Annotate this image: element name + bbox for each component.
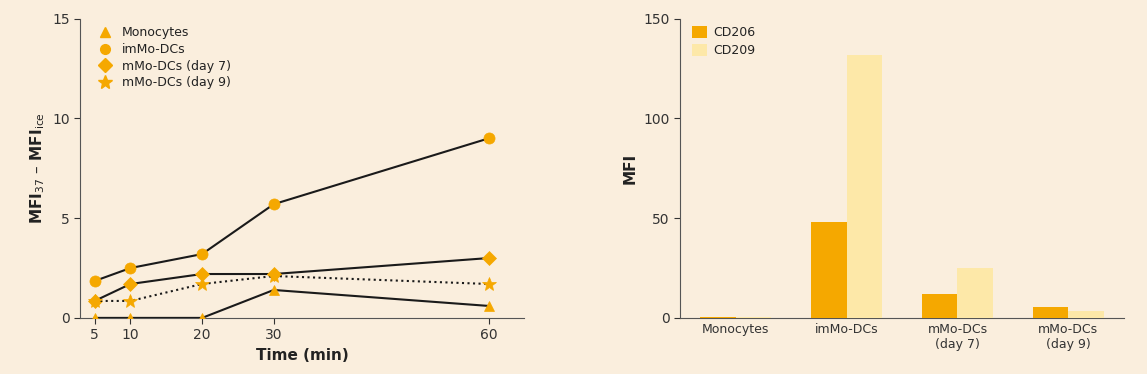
Bar [700, 317, 735, 318]
Bar [922, 294, 958, 318]
Legend: CD206, CD209: CD206, CD209 [690, 25, 757, 58]
Bar [1033, 307, 1068, 318]
Y-axis label: MFI$_{37}$ – MFI$_{\mathrm{ice}}$: MFI$_{37}$ – MFI$_{\mathrm{ice}}$ [28, 112, 47, 224]
Legend: Monocytes, imMo-DCs, mMo-DCs (day 7), mMo-DCs (day 9): Monocytes, imMo-DCs, mMo-DCs (day 7), mM… [91, 25, 233, 91]
X-axis label: Time (min): Time (min) [256, 348, 349, 363]
Bar [846, 55, 882, 318]
Bar [1068, 311, 1103, 318]
Bar [735, 317, 771, 318]
Y-axis label: MFI: MFI [623, 153, 638, 184]
Bar [958, 268, 993, 318]
Bar [811, 222, 846, 318]
